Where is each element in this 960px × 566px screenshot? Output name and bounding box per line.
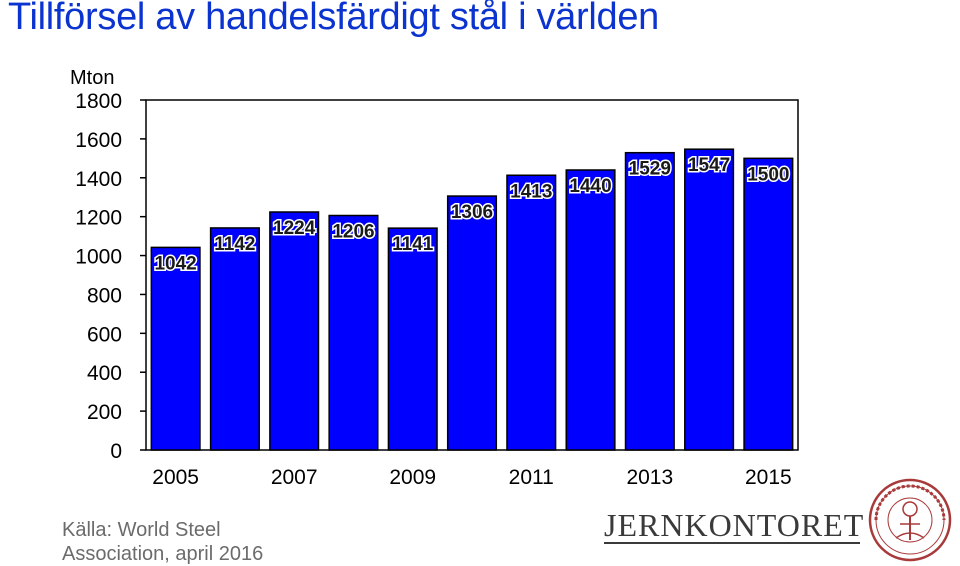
jernkontoret-logo: JERNKONTORET: [604, 507, 865, 543]
x-tick-label: 2013: [626, 466, 673, 489]
data-label-2010: 1306: [451, 202, 493, 223]
data-label-2011: 1413: [510, 181, 552, 202]
bar-2005: [150, 246, 201, 451]
y-tick-label: 0: [110, 440, 122, 463]
bar-2007: [269, 211, 320, 451]
source-line-1: Källa: World Steel: [62, 519, 221, 541]
bar-2014: [684, 148, 735, 451]
data-label-2012: 1440: [569, 176, 611, 197]
x-tick-label: 2009: [389, 466, 436, 489]
bar-2012: [565, 169, 616, 451]
data-label-2006: 1142: [214, 234, 255, 255]
data-label-2015: 1500: [747, 164, 789, 185]
data-label-2005: 1042: [154, 253, 196, 274]
y-axis-unit-label: Mton: [70, 67, 115, 89]
bar-2010: [446, 195, 498, 451]
data-label-2007: 1224: [273, 218, 316, 239]
logo-underline: [604, 542, 860, 544]
bar-2009: [387, 227, 438, 451]
y-tick-label: 1200: [75, 207, 122, 230]
source-line-2: Association, april 2016: [62, 543, 264, 565]
x-tick-label: 2005: [152, 466, 199, 489]
y-tick-label: 1800: [75, 90, 122, 113]
jernkontoret-seal-icon: [868, 478, 952, 562]
x-tick-label: 2011: [509, 466, 554, 489]
data-label-2008: 1206: [332, 222, 374, 243]
x-tick-label: 2015: [745, 466, 792, 489]
y-tick-label: 200: [87, 401, 122, 424]
x-tick-label: 2007: [271, 466, 318, 489]
y-tick-label: 1000: [75, 246, 122, 269]
y-tick-label: 1600: [75, 129, 122, 152]
bar-2015: [743, 157, 794, 451]
bar-2008: [328, 214, 379, 451]
bar-2013: [624, 151, 675, 451]
chart-title: Tillförsel av handelsfärdigt stål i värl…: [8, 0, 660, 38]
y-tick-label: 800: [87, 284, 122, 307]
data-label-2009: 1141: [392, 234, 434, 255]
y-tick-label: 400: [87, 362, 122, 385]
y-tick-label: 600: [87, 323, 122, 346]
data-label-2013: 1529: [629, 159, 671, 180]
data-label-2014: 1547: [688, 155, 730, 176]
source-note: Källa: World Steel Association, april 20…: [62, 518, 263, 566]
bar-2006: [209, 227, 260, 451]
y-tick-label: 1400: [75, 168, 122, 191]
bar-2011: [506, 174, 557, 451]
